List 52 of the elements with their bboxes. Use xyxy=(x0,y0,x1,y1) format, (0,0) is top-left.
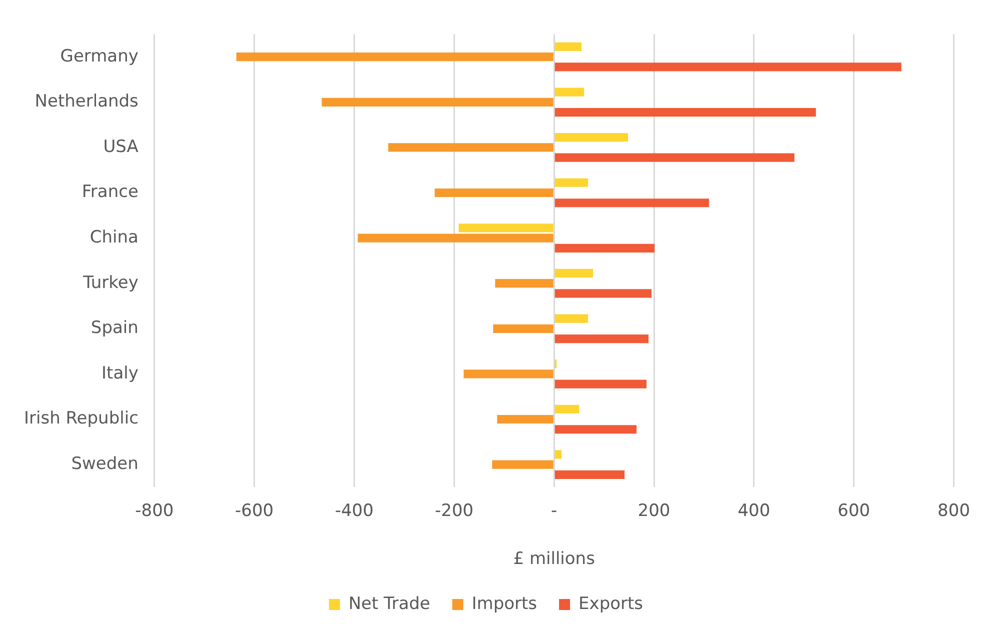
bar xyxy=(493,324,554,333)
y-tick-label: Germany xyxy=(60,46,138,66)
bar xyxy=(495,279,554,288)
y-tick-label: Netherlands xyxy=(34,92,139,112)
x-tick-label: - xyxy=(551,500,558,521)
bar xyxy=(554,198,709,208)
bar xyxy=(554,314,588,323)
x-tick-label: 400 xyxy=(738,500,770,521)
bar xyxy=(554,88,584,96)
legend-label: Exports xyxy=(578,594,644,614)
x-tick-label: -600 xyxy=(235,500,274,521)
bar xyxy=(554,133,628,142)
bar xyxy=(554,450,562,459)
y-tick-label: France xyxy=(82,182,138,202)
legend-label: Net Trade xyxy=(348,594,430,614)
x-tick-label: 600 xyxy=(838,500,870,521)
y-tick-label: Irish Republic xyxy=(24,408,138,429)
bar xyxy=(554,62,902,72)
y-tick-label: Italy xyxy=(102,363,138,384)
bar xyxy=(554,470,625,479)
bar xyxy=(554,178,588,187)
bar xyxy=(554,244,655,252)
bar xyxy=(554,289,652,298)
x-axis-title: £ millions xyxy=(513,549,596,570)
y-tick-label: China xyxy=(90,227,138,248)
bar xyxy=(358,234,554,242)
bar xyxy=(554,108,816,117)
bar xyxy=(554,334,649,344)
y-tick-label: Sweden xyxy=(71,454,138,474)
bar xyxy=(492,460,554,469)
bar xyxy=(434,188,554,198)
x-tick-label: 800 xyxy=(938,500,970,521)
bar xyxy=(458,224,554,232)
bar xyxy=(554,153,794,162)
bar xyxy=(322,98,554,106)
bar xyxy=(554,404,580,414)
bar xyxy=(236,52,554,62)
legend-label: Imports xyxy=(472,594,538,614)
bar xyxy=(464,370,554,378)
y-tick-label: Turkey xyxy=(82,272,138,293)
bar xyxy=(388,143,554,152)
x-tick-label: -800 xyxy=(135,500,174,521)
x-tick-label: -200 xyxy=(434,500,474,521)
bar xyxy=(554,42,582,52)
bar xyxy=(554,425,637,434)
bar xyxy=(554,380,647,388)
bar xyxy=(497,414,554,424)
y-tick-label: Spain xyxy=(90,318,138,338)
x-tick-label: -400 xyxy=(334,500,374,521)
y-tick-label: USA xyxy=(103,136,139,157)
bar xyxy=(554,268,594,278)
x-tick-label: 200 xyxy=(638,500,670,521)
